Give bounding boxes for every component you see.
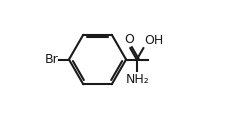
Text: Br: Br (44, 53, 58, 66)
Text: O: O (124, 33, 134, 46)
Text: NH₂: NH₂ (125, 73, 148, 86)
Text: OH: OH (143, 34, 162, 47)
